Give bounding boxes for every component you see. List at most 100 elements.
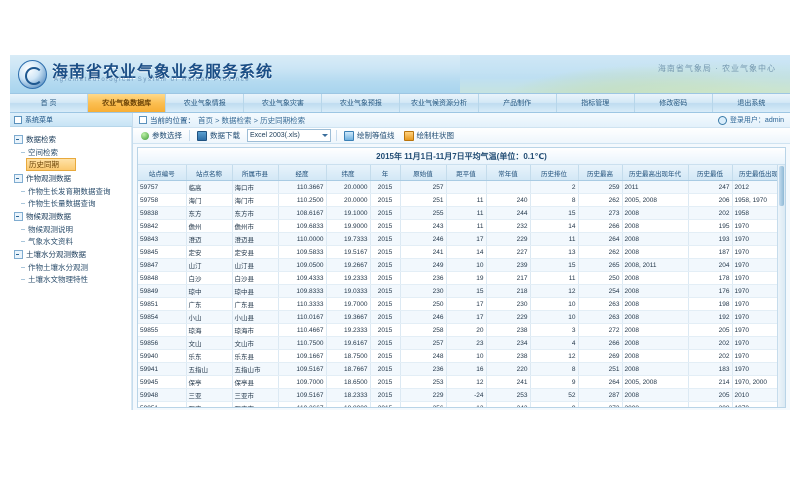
sidebar-group-crop[interactable]: 作物观测数据 xyxy=(14,172,129,185)
col-history-min[interactable]: 历史最低 xyxy=(688,165,733,181)
nav-item-indicator[interactable]: 指标管理 xyxy=(557,94,635,112)
cell-station-id: 59847 xyxy=(138,258,187,272)
col-history-max[interactable]: 历史最高 xyxy=(578,165,623,181)
col-county[interactable]: 所属市县 xyxy=(232,165,279,181)
cell-station-id: 59758 xyxy=(138,193,187,207)
sidebar-item-soil-moisture-obs[interactable]: 作物土壤水分观测 xyxy=(14,261,129,273)
col-history-max-year[interactable]: 历史最高出现年代 xyxy=(622,165,689,181)
cell-history-min: 195 xyxy=(688,219,733,233)
expand-icon[interactable] xyxy=(14,135,23,144)
table-row[interactable]: 59851 广东 广东县 110.3333 19.7000 2015 250 17 230 10 2… xyxy=(138,297,785,311)
banner-decor-text: 海南省气象局 · 农业气象中心 xyxy=(657,64,776,73)
table-row[interactable]: 59848 白沙 白沙县 109.4333 19.2333 2015 236 19 217 11 2… xyxy=(138,271,785,285)
nav-item-database[interactable]: 农业气象数据库 xyxy=(88,94,167,112)
cell-history-rank: 4 xyxy=(530,336,579,350)
cell-station-id: 59757 xyxy=(138,180,187,194)
cell-county: 山汀县 xyxy=(232,258,279,272)
cell-normal-value: 253 xyxy=(486,388,531,402)
cell-history-rank: 13 xyxy=(530,245,579,259)
cell-history-min-year: 1970 xyxy=(732,258,785,272)
tree-group-soil: 土壤水分观测数据 作物土壤水分观测 土壤水文物理特性 xyxy=(14,248,129,285)
nav-item-forecast[interactable]: 农业气象预报 xyxy=(322,94,401,112)
cell-history-min: 183 xyxy=(688,362,733,376)
table-row[interactable]: 59855 琼海 琼海市 110.4667 19.2333 2015 258 20 238 3 27… xyxy=(138,323,785,337)
col-year[interactable]: 年 xyxy=(370,165,401,181)
table-row[interactable]: 59945 保亭 保亭县 109.7000 18.6500 2015 253 12 241 9 26… xyxy=(138,375,785,389)
table-row[interactable]: 59941 五指山 五指山市 109.5167 18.7667 2015 236 16 220 8… xyxy=(138,362,785,376)
draw-bar-button[interactable]: 绘制柱状图 xyxy=(402,130,457,141)
cell-longitude: 110.2500 xyxy=(278,193,327,207)
table-row[interactable]: 59757 临高 海口市 110.3667 20.0000 2015 257 2 259 2011… xyxy=(138,180,785,194)
nav-item-logout[interactable]: 退出系统 xyxy=(737,100,766,107)
table-row[interactable]: 59845 定安 定安县 109.5833 19.5167 2015 241 14 227 13 2… xyxy=(138,245,785,259)
sidebar-group-retrieval[interactable]: 数据检索 xyxy=(14,133,129,146)
nav-item-bulletin[interactable]: 农业气象情报 xyxy=(166,94,245,112)
table-row[interactable]: 59854 小山 小山县 110.0167 19.3667 2015 246 17 229 10 2… xyxy=(138,310,785,324)
sidebar-item-phenology-note[interactable]: 物候观测说明 xyxy=(14,223,129,235)
col-station-id[interactable]: 站点编号 xyxy=(138,165,187,181)
col-station-name[interactable]: 站点名称 xyxy=(186,165,233,181)
table-vertical-scrollbar[interactable] xyxy=(777,165,785,407)
expand-icon[interactable] xyxy=(14,212,23,221)
nav-item-disaster[interactable]: 农业气象灾害 xyxy=(244,94,323,112)
cell-year: 2015 xyxy=(370,206,401,220)
col-raw-value[interactable]: 原始值 xyxy=(400,165,447,181)
table-head: 站点编号 站点名称 所属市县 经度 纬度 年 原始值 距平值 常年值 历史排 xyxy=(138,165,785,181)
col-history-min-year[interactable]: 历史最低出现年代 xyxy=(732,165,785,181)
cell-raw-value: 253 xyxy=(400,375,447,389)
cell-station-name: 三亚 xyxy=(186,388,233,402)
nav-item-product[interactable]: 产品制作 xyxy=(479,94,557,112)
table-scroll-region[interactable]: 站点编号 站点名称 所属市县 经度 纬度 年 原始值 距平值 常年值 历史排 xyxy=(138,165,785,407)
sidebar-item-hydro-data[interactable]: 气象水文资料 xyxy=(14,235,129,247)
nav-item-home[interactable]: 首 页 xyxy=(10,94,89,112)
scrollbar-thumb[interactable] xyxy=(779,166,784,206)
data-table-panel: 2015年 11月1日-11月7日平均气温(单位：0.1℃) xyxy=(137,147,786,408)
expand-icon[interactable] xyxy=(14,250,23,259)
sidebar-item-crop-growth-stage[interactable]: 作物生长发育期数据查询 xyxy=(14,185,129,197)
nav-item-password[interactable]: 修改密码 xyxy=(635,94,713,112)
cell-latitude: 19.2333 xyxy=(326,271,371,285)
table-row[interactable]: 59948 三亚 三亚市 109.5167 18.2333 2015 229 -24 253 52… xyxy=(138,388,785,402)
table-row[interactable]: 59758 海门 海门市 110.2500 20.0000 2015 251 11 240 8 26… xyxy=(138,193,785,207)
sidebar-item-spatial-search[interactable]: 空间检索 xyxy=(14,146,129,158)
col-longitude[interactable]: 经度 xyxy=(278,165,327,181)
disk-icon xyxy=(197,130,207,141)
download-button[interactable]: 数据下载 xyxy=(195,130,242,141)
cell-year: 2015 xyxy=(370,349,401,363)
draw-contour-button[interactable]: 绘制等值线 xyxy=(342,130,397,141)
cell-station-id: 59951 xyxy=(138,401,187,407)
table-row[interactable]: 59838 东方 东方市 108.6167 19.1000 2015 255 11 244 15 2… xyxy=(138,206,785,220)
col-anomaly[interactable]: 距平值 xyxy=(446,165,487,181)
col-latitude[interactable]: 纬度 xyxy=(326,165,371,181)
table-row[interactable]: 59843 澄迈 澄迈县 110.0000 19.7333 2015 246 17 229 11 2… xyxy=(138,232,785,246)
cell-raw-value: 249 xyxy=(400,258,447,272)
table-row[interactable]: 59856 文山 文山市 110.7500 19.6167 2015 257 23 234 4 26… xyxy=(138,336,785,350)
sidebar-group-soil[interactable]: 土壤水分观测数据 xyxy=(14,248,129,261)
cell-year: 2015 xyxy=(370,193,401,207)
cell-history-min-year: 1970 xyxy=(732,219,785,233)
expand-icon[interactable] xyxy=(14,174,23,183)
cell-history-min: 208 xyxy=(688,401,733,407)
table-row[interactable]: 59951万宁万宁市110.366718.8000201525613243927… xyxy=(138,401,785,407)
format-select[interactable]: Excel 2003(.xls) xyxy=(247,129,331,142)
cell-history-min: 205 xyxy=(688,388,733,402)
window-icon xyxy=(14,115,22,124)
sidebar-item-crop-biomass[interactable]: 作物生长量数据查询 xyxy=(14,197,129,209)
table-row[interactable]: 59847 山汀 山汀县 109.0500 19.2667 2015 249 10 239 15 2… xyxy=(138,258,785,272)
site-banner: 海南省农业气象业务服务系统 Agrometeorological System … xyxy=(10,55,790,93)
param-select-button[interactable]: 参数选择 xyxy=(139,130,184,141)
nav-item-resource[interactable]: 农业气候资源分析 xyxy=(400,94,479,112)
sidebar-item-historical-period[interactable]: 历史同期 xyxy=(26,158,76,171)
toolbar-divider xyxy=(336,130,337,141)
cell-history-max-year: 2008 xyxy=(622,297,689,311)
col-normal-value[interactable]: 常年值 xyxy=(486,165,531,181)
sidebar-group-phenology[interactable]: 物候观测数据 xyxy=(14,210,129,223)
cell-history-rank: 9 xyxy=(530,401,579,407)
sidebar-item-soil-physics[interactable]: 土壤水文物理特性 xyxy=(14,273,129,285)
table-row[interactable]: 59940 乐东 乐东县 109.1667 18.7500 2015 248 10 238 12 2… xyxy=(138,349,785,363)
table-row[interactable]: 59842 儋州 儋州市 109.6833 19.9000 2015 243 11 232 14 2… xyxy=(138,219,785,233)
table-row[interactable]: 59849 琼中 琼中县 109.8333 19.0333 2015 230 15 218 12 2… xyxy=(138,284,785,298)
cell-history-min-year: 2010 xyxy=(732,388,785,402)
cell-normal-value: 217 xyxy=(486,271,531,285)
col-history-rank[interactable]: 历史排位 xyxy=(530,165,579,181)
